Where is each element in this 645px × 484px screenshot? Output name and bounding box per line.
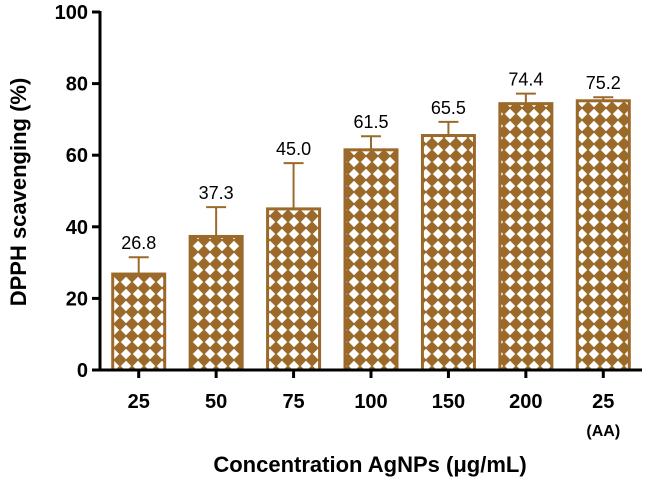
x-tick-label-2: 75 (282, 391, 304, 413)
bar-1 (188, 234, 244, 372)
y-tick-label-3: 60 (66, 145, 88, 167)
x-tick-label-3: 100 (354, 391, 387, 413)
x-tick-label-6: 25 (592, 391, 614, 413)
axes-layer: 25 50 75 100 150 200 25 (AA) 0 20 40 60 80 100 (55, 2, 642, 440)
y-tick-label-2: 40 (66, 217, 88, 239)
x-tick-label-4: 150 (432, 391, 465, 413)
bar-4 (420, 134, 476, 372)
x-axis-title: Concentration AgNPs (μg/mL) (213, 452, 526, 477)
bar-3 (343, 148, 399, 372)
y-tick-label-4: 80 (66, 74, 88, 96)
bar-0 (111, 272, 167, 372)
x-tick-label-0: 25 (128, 391, 150, 413)
bar-2 (266, 207, 322, 372)
y-tick-label-1: 20 (66, 288, 88, 310)
x-tick-label-5: 200 (509, 391, 542, 413)
bar-5 (498, 102, 554, 372)
y-tick-label-0: 0 (77, 360, 88, 382)
data-label-5: 74.4 (508, 70, 543, 90)
y-tick-label-5: 100 (55, 2, 88, 24)
data-label-4: 65.5 (431, 98, 466, 118)
x-tick-label-1: 50 (205, 391, 227, 413)
data-label-6: 75.2 (586, 73, 621, 93)
x-tick-sublabel-6: (AA) (586, 423, 620, 440)
data-label-3: 61.5 (353, 112, 388, 132)
data-label-1: 37.3 (199, 183, 234, 203)
data-label-2: 45.0 (276, 139, 311, 159)
bars-layer: 26.8 37.3 45.0 61.5 65.5 74.4 75.2 (111, 70, 631, 372)
data-label-0: 26.8 (121, 233, 156, 253)
bar-6 (575, 99, 631, 372)
y-axis-title: DPPH scavenging (%) (6, 78, 31, 307)
